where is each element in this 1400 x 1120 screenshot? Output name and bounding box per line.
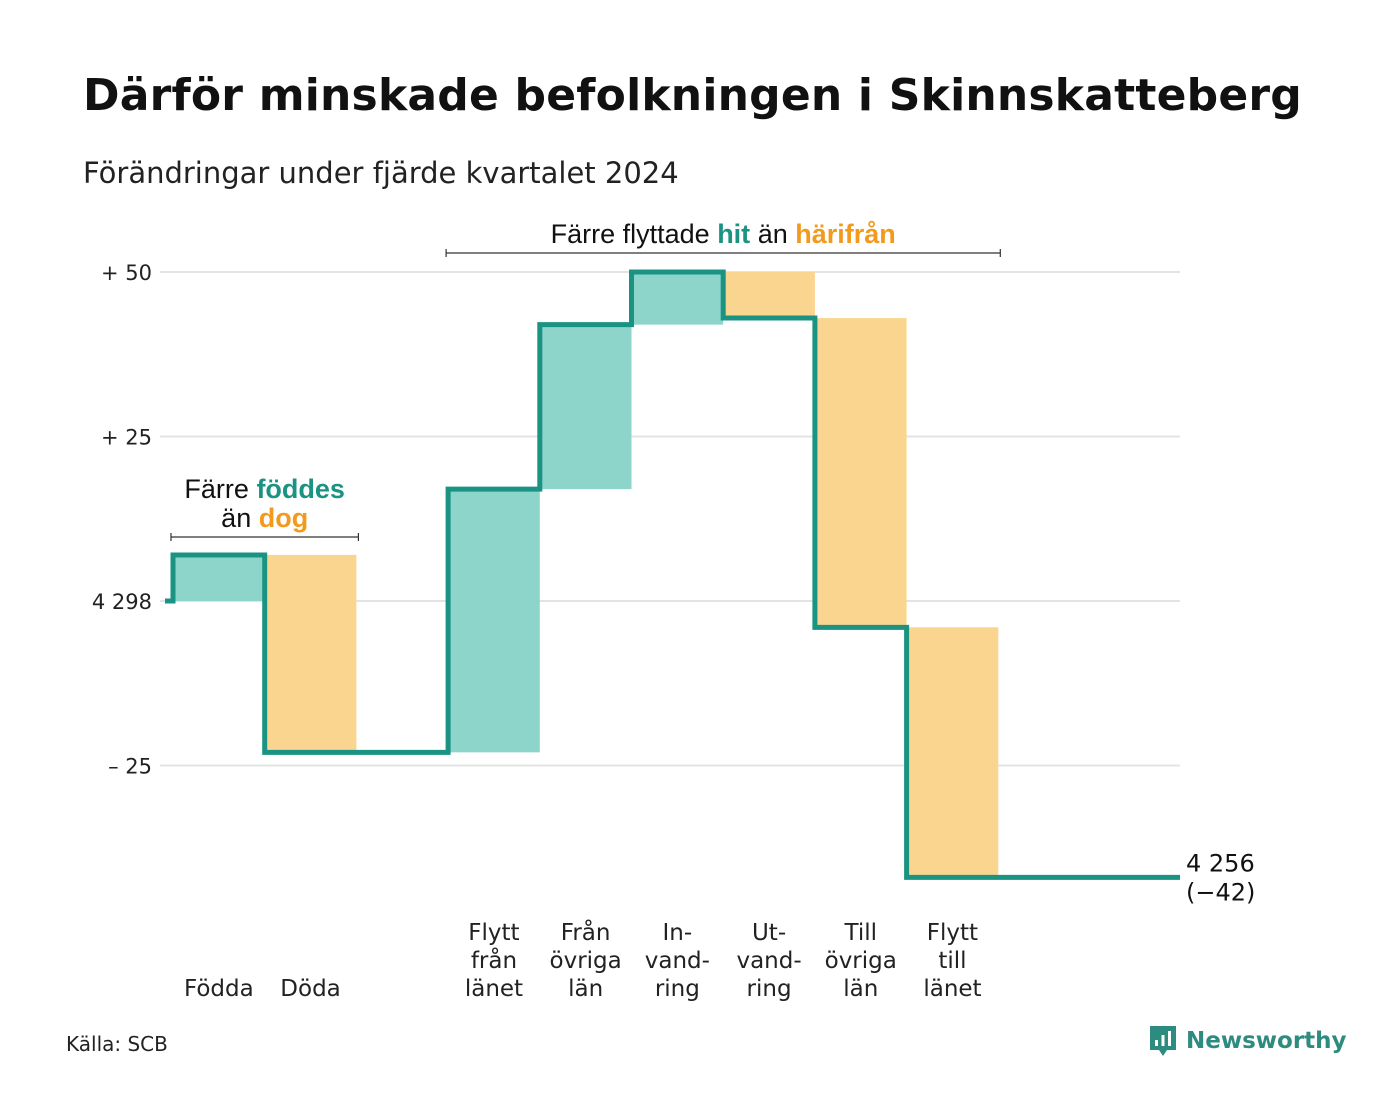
y-tick-label: + 25	[101, 426, 152, 450]
y-tick-label: + 50	[101, 261, 152, 285]
x-category-label: In-	[663, 920, 693, 946]
x-category-label: Till	[843, 920, 877, 946]
annotation-part: dog	[259, 503, 308, 533]
bar-från-övriga-län	[539, 324, 632, 490]
x-category-label: ring	[655, 976, 700, 1002]
bar-till-övriga-län	[814, 318, 907, 628]
x-category-label: län	[843, 976, 878, 1002]
end-value-label: (−42)	[1186, 878, 1255, 906]
bar-döda	[264, 554, 357, 753]
end-value-label: 4 256	[1186, 849, 1255, 877]
brand: Newsworthy	[1148, 1024, 1347, 1058]
chart-subtitle: Förändringar under fjärde kvartalet 2024	[83, 156, 679, 190]
cumulative-step-line	[165, 269, 1180, 880]
annotation-part: än	[750, 219, 795, 249]
x-category-label: Flytt	[468, 920, 519, 946]
annotation-text: Färre flyttade hit än härifrån	[551, 219, 896, 249]
annotation-part: än	[221, 503, 259, 533]
chart-title: Därför minskade befolkningen i Skinnskat…	[83, 70, 1302, 121]
x-category-label: Döda	[280, 976, 340, 1002]
annotation-part: härifrån	[795, 219, 896, 249]
x-category-label: övriga	[825, 948, 897, 974]
x-category-label: vand-	[645, 948, 710, 974]
annotation-part: föddes	[256, 474, 345, 504]
bar-flytt-från-länet	[448, 489, 540, 753]
brand-name: Newsworthy	[1186, 1028, 1347, 1054]
y-tick-label: 4 298	[92, 590, 152, 614]
x-category-label: till	[938, 948, 966, 974]
bar-flytt-till-länet	[906, 627, 999, 878]
x-category-label: län	[568, 976, 603, 1002]
x-category-label: länet	[923, 976, 981, 1002]
x-category-label: Ut-	[752, 920, 786, 946]
bar-födda	[173, 554, 265, 601]
x-category-label: Från	[561, 918, 611, 946]
x-category-label: vand-	[736, 948, 801, 974]
x-category-label: länet	[465, 976, 523, 1002]
annotation-text: Färre föddes	[184, 474, 345, 504]
x-category-label: Födda	[184, 976, 254, 1002]
bar-ut--vand--ring	[723, 272, 815, 319]
y-tick-label: – 25	[108, 755, 152, 779]
annotation-part: Färre flyttade	[551, 219, 718, 249]
source-label: Källa: SCB	[66, 1032, 168, 1056]
x-category-label: ring	[747, 976, 792, 1002]
annotation-text: än dog	[221, 503, 308, 533]
x-category-label: Flytt	[927, 920, 978, 946]
x-category-label: övriga	[550, 948, 622, 974]
newsworthy-logo-icon	[1150, 1026, 1176, 1056]
x-category-label: från	[471, 946, 517, 974]
bar-in--vand--ring	[631, 272, 724, 325]
annotation-part: Färre	[184, 474, 256, 504]
annotation-part: hit	[717, 219, 750, 249]
